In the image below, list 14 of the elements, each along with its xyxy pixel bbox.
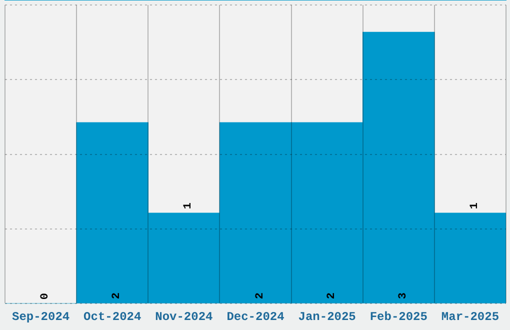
x-tick-label: Jan-2025 (298, 310, 356, 324)
data-label: 2 (254, 292, 266, 300)
data-label: 2 (326, 292, 338, 300)
x-tick-label: Feb-2025 (370, 310, 428, 324)
x-tick-label: Nov-2024 (155, 310, 213, 324)
data-label: 3 (397, 292, 410, 300)
data-label: 1 (468, 202, 481, 210)
data-label: 0 (40, 292, 52, 300)
data-label: 1 (182, 202, 195, 210)
data-label: 2 (111, 292, 124, 300)
x-tick-label: Sep-2024 (12, 310, 70, 324)
x-tick-label: Dec-2024 (226, 310, 284, 324)
x-tick-label: Mar-2025 (441, 310, 500, 324)
x-tick-label: Oct-2024 (84, 310, 142, 324)
